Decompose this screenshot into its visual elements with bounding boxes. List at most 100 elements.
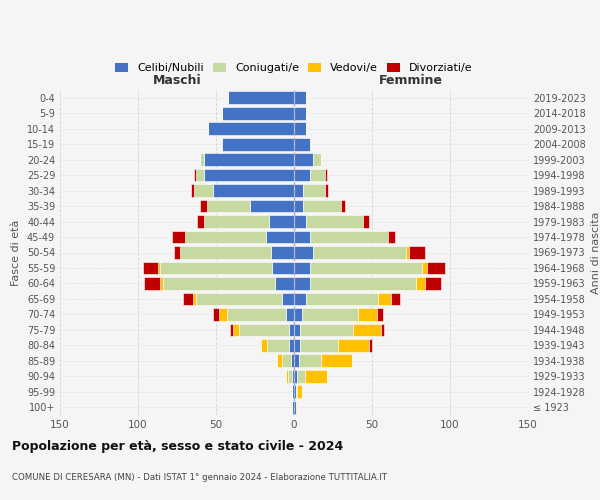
Bar xyxy=(304,200,341,212)
Bar xyxy=(196,292,281,306)
Bar xyxy=(294,386,296,398)
Bar xyxy=(310,169,325,181)
Bar xyxy=(320,354,352,367)
Bar xyxy=(194,169,196,181)
Bar xyxy=(289,324,294,336)
Bar xyxy=(277,354,281,367)
Bar xyxy=(313,154,320,166)
Bar xyxy=(268,339,289,351)
Bar xyxy=(160,262,272,274)
Bar xyxy=(213,308,219,321)
Bar xyxy=(286,308,294,321)
Bar xyxy=(143,262,158,274)
Bar xyxy=(325,169,327,181)
Text: Maschi: Maschi xyxy=(152,74,202,87)
Bar xyxy=(294,401,296,413)
Bar xyxy=(158,262,160,274)
Bar xyxy=(307,215,362,228)
Bar xyxy=(382,324,385,336)
Bar xyxy=(378,292,391,306)
Legend: Celibi/Nubili, Coniugati/e, Vedovi/e, Divorziati/e: Celibi/Nubili, Coniugati/e, Vedovi/e, Di… xyxy=(115,63,473,74)
Bar xyxy=(271,246,294,259)
Text: Popolazione per età, sesso e stato civile - 2024: Popolazione per età, sesso e stato civil… xyxy=(12,440,343,453)
Bar xyxy=(307,292,378,306)
Bar xyxy=(302,308,358,321)
Bar xyxy=(325,184,328,197)
Bar xyxy=(160,277,163,290)
Bar xyxy=(310,138,311,150)
Bar xyxy=(294,262,310,274)
Bar xyxy=(281,292,294,306)
Bar xyxy=(191,184,194,197)
Bar xyxy=(200,200,206,212)
Bar xyxy=(208,122,294,135)
Bar xyxy=(180,246,271,259)
Bar xyxy=(294,107,307,120)
Bar xyxy=(227,308,286,321)
Bar xyxy=(288,370,292,382)
Bar xyxy=(196,169,203,181)
Bar xyxy=(294,308,302,321)
Bar xyxy=(358,308,377,321)
Bar xyxy=(377,308,383,321)
Bar xyxy=(294,154,313,166)
Bar xyxy=(362,215,369,228)
Bar xyxy=(266,230,294,243)
Bar xyxy=(291,354,294,367)
Bar xyxy=(409,246,425,259)
Bar xyxy=(193,292,196,306)
Bar xyxy=(174,246,180,259)
Bar xyxy=(221,138,222,150)
Bar xyxy=(353,324,382,336)
Bar xyxy=(300,339,338,351)
Bar xyxy=(269,215,294,228)
Bar xyxy=(297,370,305,382)
Bar xyxy=(310,277,416,290)
Bar xyxy=(292,386,294,398)
Bar xyxy=(425,277,440,290)
Bar xyxy=(294,184,304,197)
Bar xyxy=(313,246,406,259)
Bar xyxy=(222,107,294,120)
Bar xyxy=(369,339,372,351)
Bar xyxy=(310,230,388,243)
Bar xyxy=(289,339,294,351)
Bar xyxy=(292,370,294,382)
Bar xyxy=(294,200,304,212)
Bar xyxy=(294,230,310,243)
Y-axis label: Fasce di età: Fasce di età xyxy=(11,220,21,286)
Bar xyxy=(203,215,269,228)
Bar xyxy=(229,92,294,104)
Bar xyxy=(250,200,294,212)
Bar xyxy=(294,292,307,306)
Bar xyxy=(294,169,310,181)
Bar xyxy=(406,246,409,259)
Bar xyxy=(233,324,239,336)
Bar xyxy=(294,339,300,351)
Bar xyxy=(213,184,294,197)
Bar xyxy=(310,262,422,274)
Bar xyxy=(206,200,250,212)
Bar xyxy=(294,246,313,259)
Bar xyxy=(144,277,160,290)
Bar xyxy=(388,230,395,243)
Bar xyxy=(300,324,353,336)
Bar xyxy=(163,277,275,290)
Bar xyxy=(275,277,294,290)
Text: Femmine: Femmine xyxy=(379,74,443,87)
Bar xyxy=(341,200,346,212)
Bar xyxy=(230,324,233,336)
Bar xyxy=(272,262,294,274)
Bar xyxy=(294,277,310,290)
Bar xyxy=(294,370,297,382)
Bar xyxy=(294,215,307,228)
Bar xyxy=(416,277,425,290)
Bar xyxy=(194,184,213,197)
Bar xyxy=(294,122,307,135)
Bar xyxy=(304,184,325,197)
Text: COMUNE DI CERESARA (MN) - Dati ISTAT 1° gennaio 2024 - Elaborazione TUTTITALIA.I: COMUNE DI CERESARA (MN) - Dati ISTAT 1° … xyxy=(12,472,387,482)
Bar xyxy=(239,324,289,336)
Bar xyxy=(197,215,203,228)
Bar xyxy=(294,92,307,104)
Bar xyxy=(294,354,299,367)
